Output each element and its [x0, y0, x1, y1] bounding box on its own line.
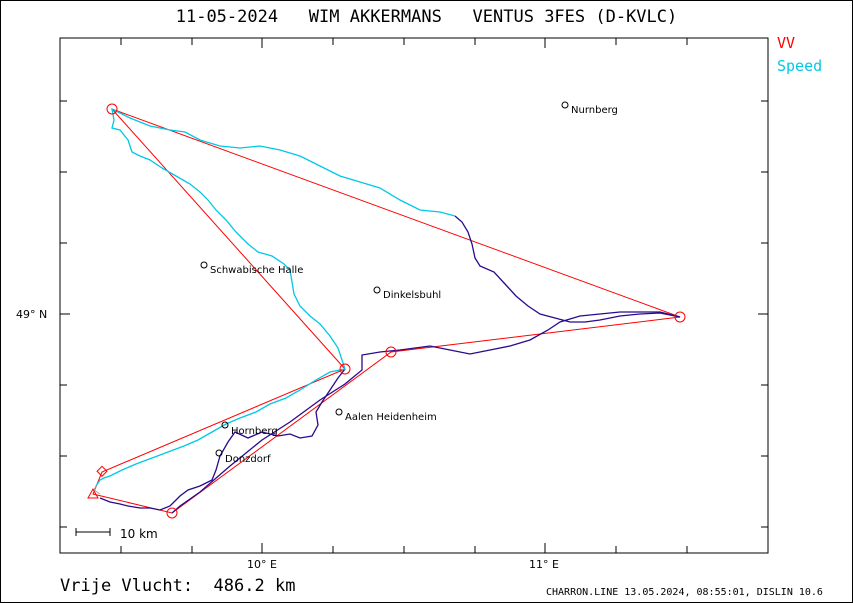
right-ticks	[758, 100, 768, 528]
track-fast-2	[95, 368, 346, 487]
task-leg-1	[92, 108, 681, 514]
finish-marker	[87, 487, 99, 499]
place-label: Aalen Heidenheim	[345, 412, 437, 423]
turnpoint-marker	[385, 346, 397, 358]
turnpoint-marker	[674, 311, 686, 323]
free-flight-distance: Vrije Vlucht: 486.2 km	[60, 576, 295, 596]
turnpoint-marker	[166, 507, 178, 519]
place-label: Nurnberg	[571, 105, 618, 116]
turnpoint-marker	[106, 103, 118, 115]
legend-vv: VV	[777, 34, 796, 52]
top-ticks	[120, 38, 688, 48]
x-tick-label: 11° E	[529, 558, 559, 571]
free-flight-label: Vrije Vlucht:	[60, 576, 194, 596]
place-markers	[200, 101, 569, 457]
track-slow-1	[99, 368, 346, 511]
place-label: Donzdorf	[225, 454, 271, 465]
y-tick-label: 49° N	[16, 308, 47, 321]
track-slow-2	[171, 311, 681, 514]
footer-info: CHARRON.LINE 13.05.2024, 08:55:01, DISLI…	[546, 587, 823, 598]
x-tick-label: 10° E	[247, 558, 277, 571]
scale-bar-label: 10 km	[120, 527, 158, 541]
left-ticks	[60, 100, 70, 528]
track-fast-1	[111, 107, 456, 370]
track-slow-3	[454, 215, 681, 323]
bottom-ticks	[120, 543, 688, 553]
turnpoint-marker	[339, 363, 351, 375]
start-marker	[96, 465, 108, 477]
legend-speed: Speed	[777, 57, 823, 75]
chart-title: 11-05-2024 WIM AKKERMANS VENTUS 3FES (D-…	[175, 7, 678, 27]
place-label: Dinkelsbuhl	[383, 290, 441, 301]
free-flight-value: 486.2 km	[213, 576, 296, 596]
place-label: Schwabische Halle	[210, 265, 303, 276]
place-label: Hornberg	[231, 426, 278, 437]
map-frame	[59, 37, 769, 554]
scale-bar	[75, 528, 111, 536]
